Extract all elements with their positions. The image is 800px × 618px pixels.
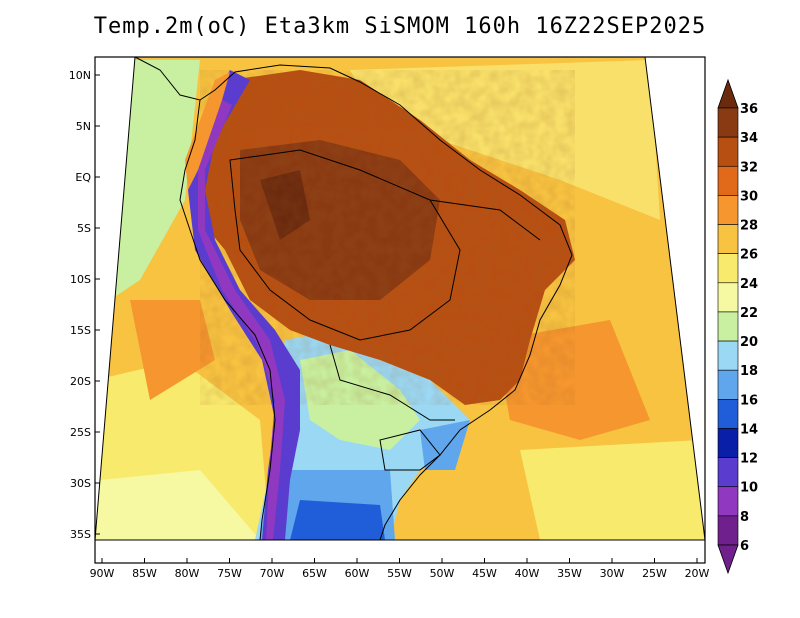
colorbar-label: 32 bbox=[740, 160, 758, 175]
lat-tick-label: 20S bbox=[70, 375, 91, 388]
coastlines bbox=[134, 56, 573, 541]
ocean-atlantic-warm-patch bbox=[495, 320, 650, 440]
lon-tick-label: 50W bbox=[430, 567, 455, 580]
lon-tick-label: 65W bbox=[302, 567, 327, 580]
ocean-atlantic-south bbox=[520, 440, 705, 540]
colorbar-segment bbox=[717, 399, 739, 429]
lat-tick-label: 25S bbox=[70, 426, 91, 439]
ocean-pacific-warm-patch bbox=[130, 300, 215, 400]
colorbar-label: 16 bbox=[740, 393, 758, 408]
colorbar-label: 10 bbox=[740, 481, 758, 496]
land-patagonia-cold bbox=[290, 500, 385, 540]
lon-tick-label: 40W bbox=[515, 567, 540, 580]
lat-tick-label: 5S bbox=[77, 222, 91, 235]
lat-tick-label: 35S bbox=[70, 528, 91, 541]
colorbar-segment bbox=[717, 282, 739, 313]
lat-tick-label: 15S bbox=[70, 324, 91, 337]
lat-tick-label: 5N bbox=[76, 120, 91, 133]
ocean-atlantic-north bbox=[350, 60, 660, 220]
colorbar-label: 12 bbox=[740, 452, 758, 467]
land-texture bbox=[200, 70, 575, 405]
lon-tick-label: 70W bbox=[260, 567, 285, 580]
colorbar-max-triangle bbox=[717, 78, 739, 109]
colorbar-label: 24 bbox=[740, 277, 758, 292]
colorbar-min-triangle bbox=[717, 544, 739, 575]
andes-north-warm bbox=[185, 72, 230, 190]
lon-tick-label: 45W bbox=[472, 567, 497, 580]
coastline-west bbox=[179, 99, 276, 541]
coastline-east bbox=[134, 56, 573, 541]
colorbar-segment bbox=[717, 311, 739, 342]
colorbar-label: 8 bbox=[740, 510, 749, 525]
lon-tick-label: 35W bbox=[557, 567, 582, 580]
colorbar-segment bbox=[717, 253, 739, 284]
colorbar-segment bbox=[717, 486, 739, 517]
colorbar-segment bbox=[717, 165, 739, 196]
border-amazon bbox=[229, 149, 461, 341]
andes-coldest-band bbox=[198, 100, 285, 540]
ocean-pacific-southwest bbox=[95, 470, 260, 540]
colorbar-label: 6 bbox=[740, 539, 749, 554]
colorbar: 36 34 32 30 28 26 24 22 20 18 16 14 12 10 8 6 bbox=[717, 78, 758, 575]
lon-tick-label: 85W bbox=[132, 567, 157, 580]
lat-tick-label: EQ bbox=[75, 171, 91, 184]
lon-tick-label: 90W bbox=[90, 567, 115, 580]
colorbar-label: 20 bbox=[740, 335, 758, 350]
colorbar-segment bbox=[717, 428, 739, 458]
lon-tick-label: 30W bbox=[600, 567, 625, 580]
colorbar-label: 14 bbox=[740, 422, 758, 437]
lat-tick-label: 10S bbox=[70, 273, 91, 286]
map-title: Temp.2m(oC) Eta3km SiSMOM 160h 16Z22SEP2… bbox=[93, 14, 707, 39]
colorbar-segment bbox=[717, 136, 739, 167]
ocean-pacific-cool-strip bbox=[110, 60, 200, 300]
colorbar-label: 34 bbox=[740, 131, 758, 146]
colorbar-segment bbox=[717, 195, 739, 225]
border-northeast bbox=[429, 199, 541, 241]
land-chaco-mild bbox=[300, 350, 420, 450]
lon-tick-label: 20W bbox=[685, 567, 710, 580]
colorbar-label: 30 bbox=[740, 189, 758, 204]
axes: 10N 5N EQ 5S 10S 15S 20S 25S 30S 35S 90W 85W 80W 75W 7… bbox=[69, 69, 710, 580]
lon-tick-label: 60W bbox=[345, 567, 370, 580]
colorbar-label: 28 bbox=[740, 219, 758, 234]
colorbar-segment bbox=[717, 107, 739, 138]
lon-tick-label: 80W bbox=[175, 567, 200, 580]
colorbar-segment bbox=[717, 224, 739, 254]
border-paraguay bbox=[329, 344, 455, 421]
lat-tick-label: 10N bbox=[69, 69, 91, 82]
lon-tick-label: 55W bbox=[387, 567, 412, 580]
border-uruguay bbox=[379, 429, 441, 471]
colorbar-segment bbox=[717, 340, 739, 371]
colorbar-segment bbox=[717, 457, 739, 488]
colorbar-label: 18 bbox=[740, 364, 758, 379]
colorbar-segment bbox=[717, 369, 739, 400]
lon-tick-label: 25W bbox=[642, 567, 667, 580]
colorbar-label: 36 bbox=[740, 102, 758, 117]
temperature-field bbox=[95, 57, 705, 540]
colorbar-segment bbox=[717, 515, 739, 546]
lon-tick-label: 75W bbox=[217, 567, 242, 580]
colorbar-label: 22 bbox=[740, 306, 758, 321]
colorbar-label: 26 bbox=[740, 248, 758, 263]
lat-tick-label: 30S bbox=[70, 477, 91, 490]
